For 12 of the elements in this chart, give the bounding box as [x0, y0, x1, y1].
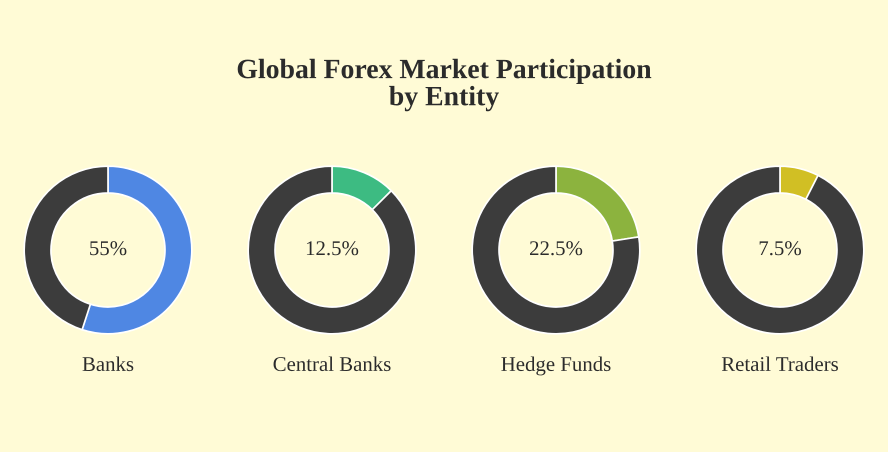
data-label: 7.5% [760, 241, 801, 256]
donut-slice [247, 165, 417, 335]
data-label: 22.5% [530, 241, 582, 256]
text: Global Forex Market Participation by Entity [238, 58, 652, 112]
donut-slice [471, 165, 641, 335]
text: Hedge Funds [501, 356, 611, 376]
text: Banks [82, 356, 134, 372]
data-label: 55% [90, 241, 126, 256]
data-label: 12.5% [306, 241, 358, 256]
text: Retail Traders [722, 356, 838, 372]
text: Central Banks [274, 356, 391, 372]
donut-slice [695, 165, 865, 335]
